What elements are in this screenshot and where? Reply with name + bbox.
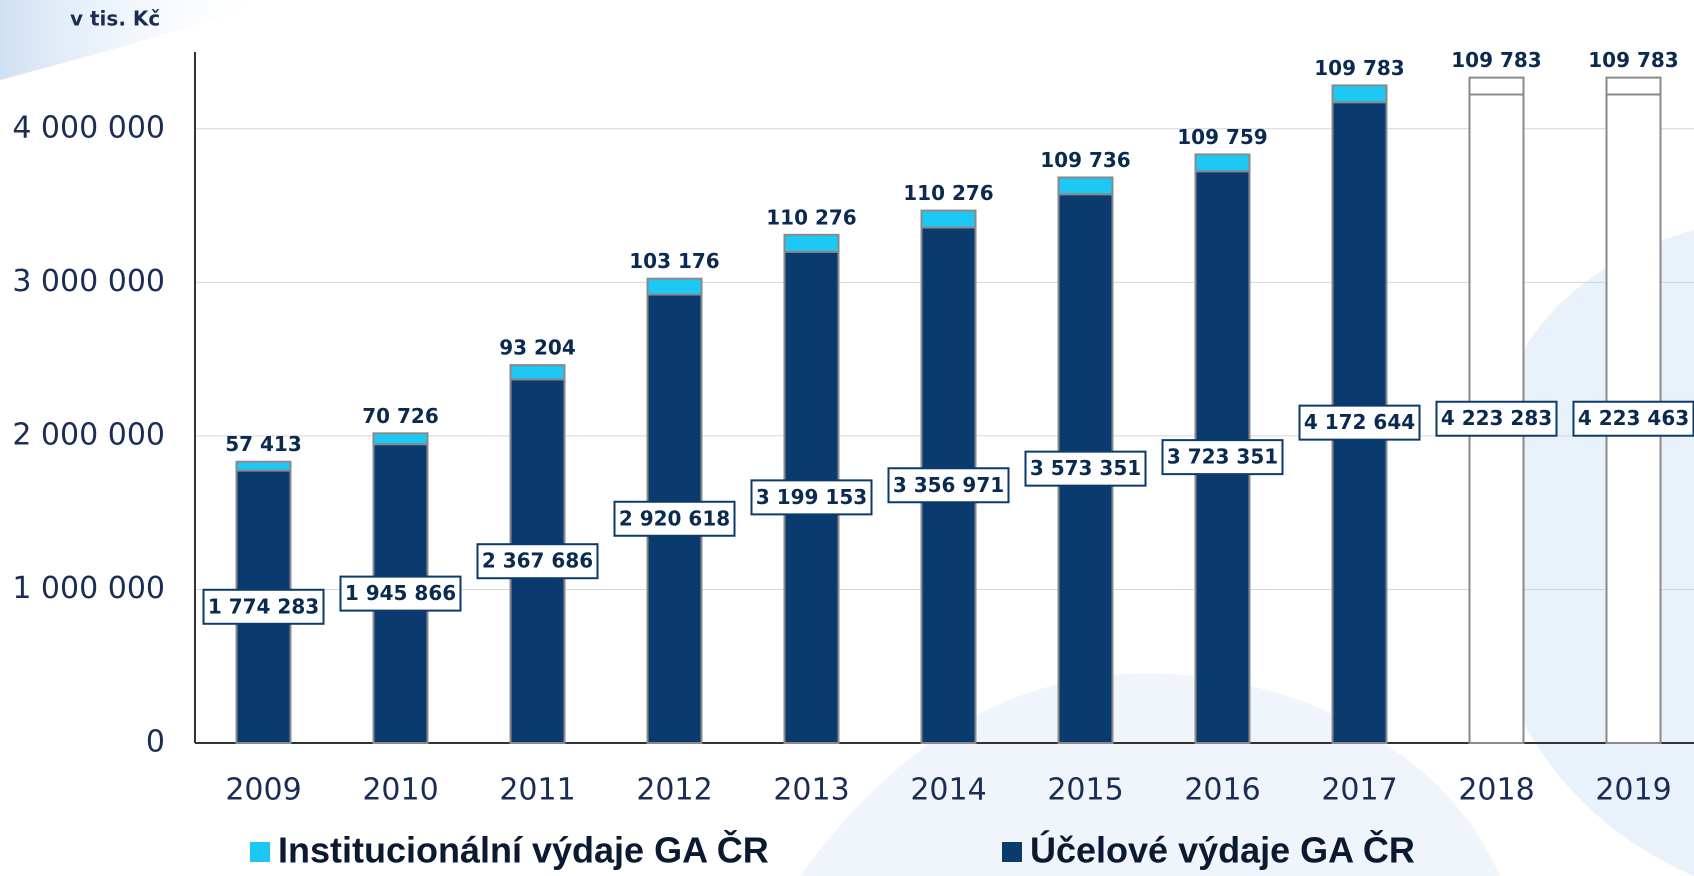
bar-segment — [509, 364, 566, 381]
y-axis-label: v tis. Kč — [70, 7, 160, 31]
value-label: 3 573 351 — [1030, 456, 1141, 480]
x-tick-label: 2011 — [499, 773, 575, 808]
value-label-box — [339, 575, 462, 612]
x-tick-label: 2014 — [910, 773, 986, 808]
y-tick-label: 0 — [146, 725, 165, 760]
x-tick-label: 2009 — [225, 773, 301, 808]
y-tick-label: 1 000 000 — [12, 571, 165, 606]
x-tick-label: 2012 — [636, 773, 712, 808]
x-tick-label: 2013 — [773, 773, 849, 808]
value-label: 109 736 — [1040, 148, 1130, 172]
y-tick-label: 4 000 000 — [12, 110, 165, 145]
value-label: 103 176 — [629, 249, 719, 273]
value-label: 2 920 618 — [619, 506, 730, 530]
y-tick-label: 3 000 000 — [12, 264, 165, 299]
value-label-box — [1024, 450, 1147, 487]
value-label: 109 783 — [1314, 56, 1404, 80]
bar-segment — [783, 233, 840, 253]
value-label: 70 726 — [362, 404, 439, 428]
value-label-box — [613, 500, 736, 537]
legend-swatch — [1002, 842, 1022, 862]
bar-segment — [1468, 76, 1525, 96]
x-tick-label: 2019 — [1595, 773, 1671, 808]
value-label: 109 783 — [1588, 48, 1678, 72]
value-label: 4 223 283 — [1441, 406, 1552, 430]
value-label: 3 199 153 — [756, 485, 867, 509]
value-label: 3 356 971 — [893, 473, 1004, 497]
value-label: 110 276 — [766, 205, 856, 229]
value-label-box — [476, 543, 599, 580]
value-label: 57 413 — [225, 432, 302, 456]
value-label: 1 945 866 — [345, 581, 456, 605]
value-label: 110 276 — [903, 181, 993, 205]
x-tick-label: 2016 — [1184, 773, 1260, 808]
bar-segment — [372, 432, 429, 446]
decoration — [0, 0, 280, 80]
value-label: 1 774 283 — [208, 594, 319, 618]
x-tick-label: 2018 — [1458, 773, 1534, 808]
x-tick-label: 2015 — [1047, 773, 1123, 808]
value-label: 109 759 — [1177, 125, 1267, 149]
bar-segment — [1331, 84, 1388, 104]
bar-segment — [235, 460, 292, 472]
value-label-box — [1161, 439, 1284, 476]
value-label: 93 204 — [499, 336, 576, 360]
value-label-box — [887, 467, 1010, 504]
value-label-box — [202, 588, 325, 625]
value-label-box — [1435, 400, 1558, 437]
value-label: 109 783 — [1451, 48, 1541, 72]
value-label-box — [750, 479, 873, 516]
legend-label: Účelové výdaje GA ČR — [1030, 829, 1415, 871]
x-tick-label: 2017 — [1321, 773, 1397, 808]
value-label: 2 367 686 — [482, 549, 593, 573]
bar-segment — [646, 277, 703, 296]
value-label: 4 223 463 — [1578, 406, 1689, 430]
value-label: 3 723 351 — [1167, 445, 1278, 469]
bar-segment — [1194, 153, 1251, 173]
bar-segment — [1057, 176, 1114, 196]
bar-segment — [1605, 76, 1662, 96]
value-label-box — [1298, 404, 1421, 441]
y-tick-label: 2 000 000 — [12, 417, 165, 452]
value-label-box — [1572, 400, 1694, 437]
x-tick-label: 2010 — [362, 773, 438, 808]
legend-label: Institucionální výdaje GA ČR — [278, 829, 769, 871]
bar-segment — [920, 209, 977, 229]
value-label: 4 172 644 — [1304, 410, 1415, 434]
legend-swatch — [250, 842, 270, 862]
